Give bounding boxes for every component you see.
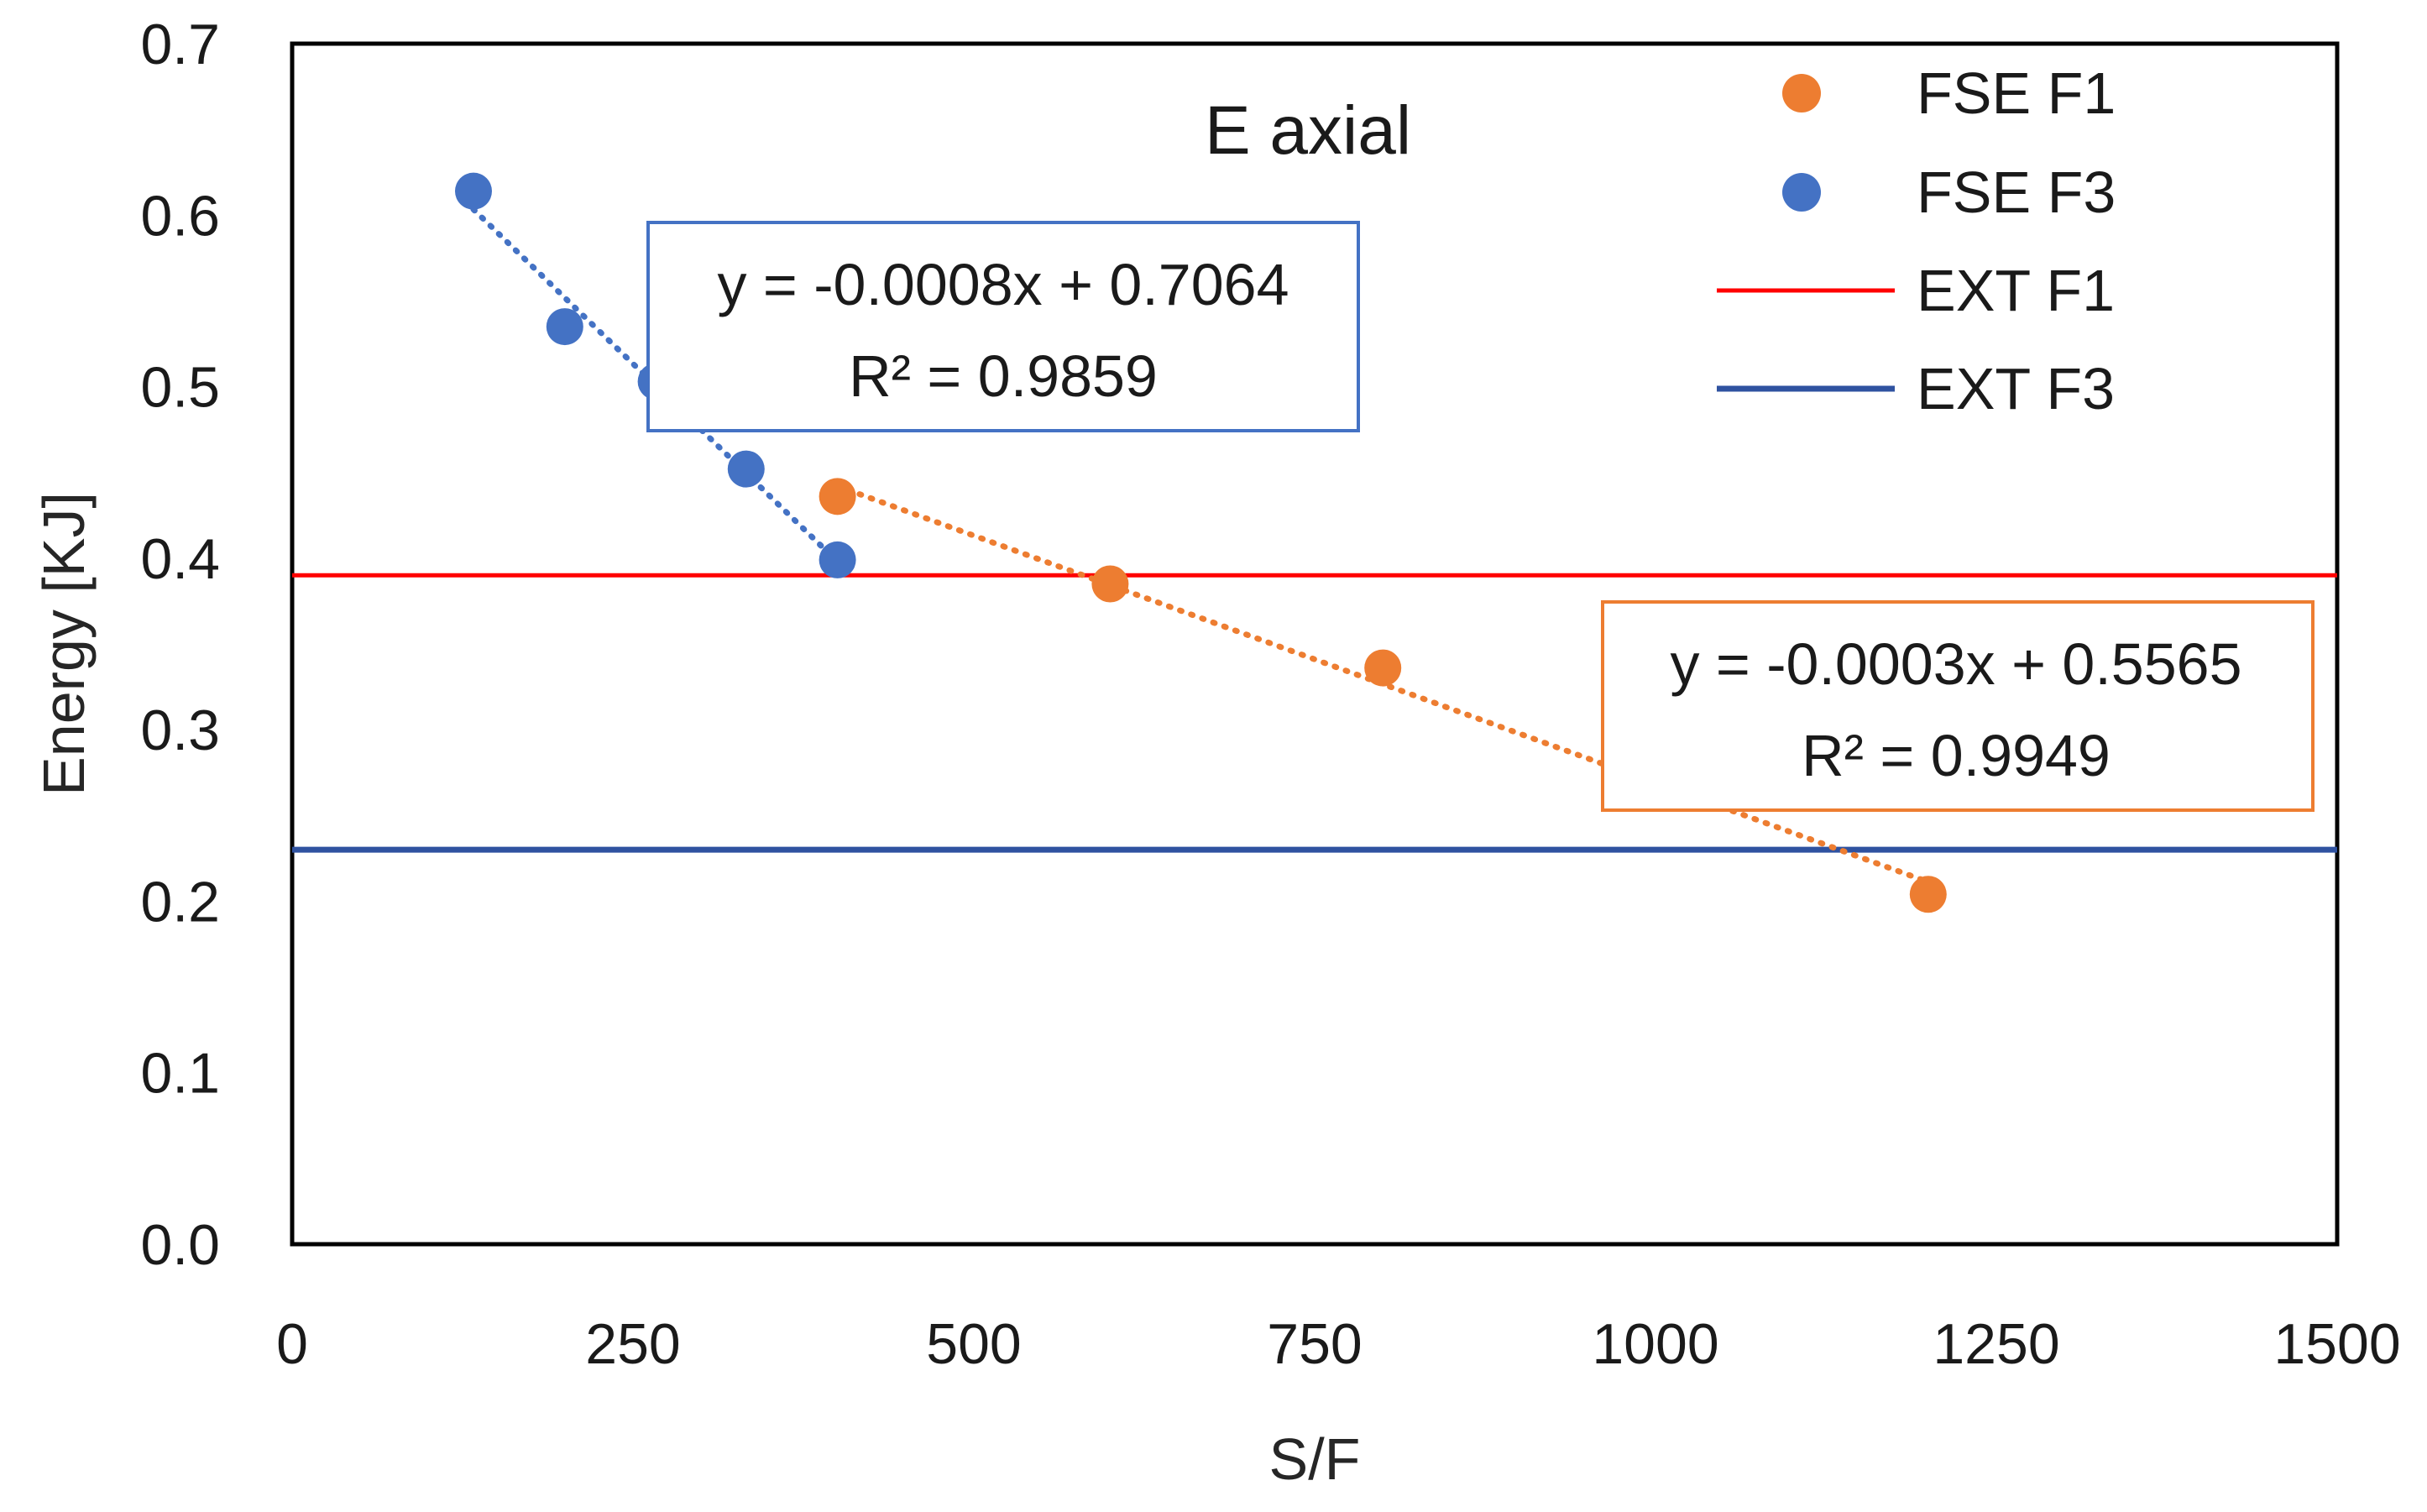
y-tick-label: 0.0	[140, 1213, 220, 1277]
equation-box-fse-f3: y = -0.0008x + 0.7064 R² = 0.9859	[646, 221, 1360, 432]
point-fse-f1	[819, 478, 856, 515]
y-tick-label: 0.4	[140, 527, 220, 591]
y-tick-label: 0.6	[140, 184, 220, 248]
point-fse-f1	[1909, 876, 1947, 913]
y-tick-label: 0.5	[140, 356, 220, 420]
x-tick-label: 250	[585, 1312, 680, 1376]
legend-marker-fse-f1	[1782, 74, 1821, 112]
point-fse-f1	[1364, 649, 1402, 687]
point-fse-f3	[546, 308, 583, 346]
x-axis-title: S/F	[1269, 1426, 1361, 1492]
x-tick-label: 1500	[2273, 1312, 2400, 1376]
y-axis-ticks: 0.0 0.1 0.2 0.3 0.4 0.5 0.6 0.7	[140, 13, 220, 1277]
legend-label-fse-f1: FSE F1	[1917, 60, 2116, 126]
y-tick-label: 0.1	[140, 1042, 220, 1106]
x-tick-label: 1250	[1933, 1312, 2059, 1376]
x-tick-label: 750	[1267, 1312, 1362, 1376]
x-tick-label: 0	[276, 1312, 308, 1376]
legend-label-ext-f1: EXT F1	[1917, 258, 2115, 323]
y-tick-label: 0.7	[140, 13, 220, 76]
legend-label-ext-f3: EXT F3	[1917, 356, 2115, 421]
x-tick-label: 1000	[1592, 1312, 1718, 1376]
x-axis-ticks: 0 250 500 750 1000 1250 1500	[276, 1312, 2401, 1376]
point-fse-f3	[727, 450, 765, 488]
point-fse-f3	[454, 172, 492, 210]
equation-box-fse-f1: y = -0.0003x + 0.5565 R² = 0.9949	[1601, 600, 2315, 812]
legend-label-fse-f3: FSE F3	[1917, 160, 2116, 225]
legend: FSE F1 FSE F3 EXT F1 EXT F3	[1717, 60, 2116, 421]
equation-box-fse-f1-frame	[1601, 600, 2315, 812]
equation-box-fse-f3-frame	[646, 221, 1360, 432]
equation-fse-f1: y = -0.0003x + 0.5565	[1670, 631, 2241, 697]
point-fse-f1	[1091, 565, 1129, 603]
equation-fse-f3: y = -0.0008x + 0.7064	[717, 252, 1289, 317]
y-axis-title: Energy [KJ]	[31, 492, 97, 796]
chart-title: E axial	[1205, 92, 1411, 169]
point-fse-f3	[819, 541, 856, 578]
plot-area-frame	[290, 41, 2340, 1247]
trendline-fse-f3	[470, 206, 841, 565]
r-squared-fse-f3: R² = 0.9859	[849, 343, 1158, 409]
r-squared-fse-f1: R² = 0.9949	[1802, 723, 2111, 788]
y-tick-label: 0.3	[140, 698, 220, 762]
y-tick-label: 0.2	[140, 870, 220, 934]
reference-lines	[292, 573, 2337, 853]
legend-marker-fse-f3	[1782, 173, 1821, 212]
x-tick-label: 500	[926, 1312, 1021, 1376]
